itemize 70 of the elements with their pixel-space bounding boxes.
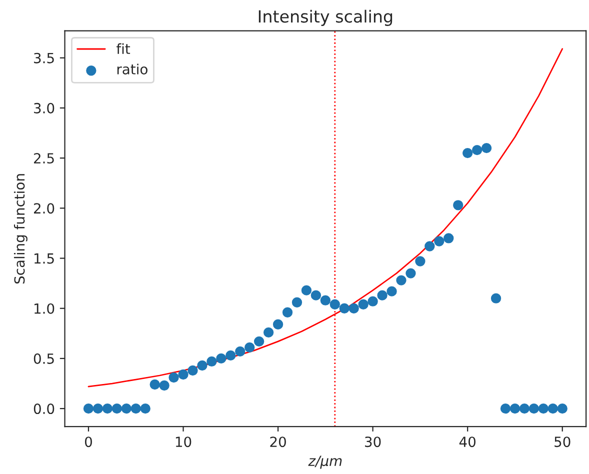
point xyxy=(500,403,511,414)
point xyxy=(292,297,302,308)
point xyxy=(538,403,548,414)
point xyxy=(377,290,388,300)
point xyxy=(159,380,170,391)
point xyxy=(83,403,94,414)
x-tick-label: 20 xyxy=(270,436,286,448)
point xyxy=(358,299,368,310)
y-tick-label: 1.0 xyxy=(34,303,54,314)
point xyxy=(434,236,444,246)
point xyxy=(510,403,520,414)
y-tick-label: 2.0 xyxy=(34,203,54,214)
y-tick-label: 1.5 xyxy=(34,253,54,264)
x-axis-title: z/μm xyxy=(308,456,342,469)
point xyxy=(102,403,113,414)
x-tick-label: 50 xyxy=(554,436,570,448)
point xyxy=(112,403,122,414)
point xyxy=(481,142,492,154)
point xyxy=(92,403,104,414)
y-tick-label: 0.0 xyxy=(34,404,54,414)
point xyxy=(424,241,435,252)
point xyxy=(254,336,264,347)
point xyxy=(528,403,540,414)
y-tick-label: 2.5 xyxy=(34,153,54,164)
point xyxy=(320,295,331,306)
point xyxy=(386,286,397,296)
point xyxy=(301,285,312,296)
legend-label: ratio xyxy=(117,64,148,74)
point xyxy=(519,403,530,414)
point xyxy=(130,403,141,414)
point xyxy=(197,360,208,371)
point xyxy=(557,403,568,414)
point xyxy=(121,403,132,414)
point xyxy=(272,319,284,330)
point xyxy=(330,299,340,310)
point xyxy=(472,144,482,156)
point xyxy=(244,342,255,353)
y-axis-title: Scaling function xyxy=(14,174,28,284)
point xyxy=(415,256,426,266)
point xyxy=(150,379,160,390)
point xyxy=(462,148,473,158)
point xyxy=(490,293,502,304)
point xyxy=(188,365,198,376)
x-tick-label: 10 xyxy=(176,436,192,448)
y-tick-label: 3.5 xyxy=(34,52,54,64)
point xyxy=(444,233,454,244)
y-tick-label: 3.0 xyxy=(34,102,54,114)
point xyxy=(310,290,322,300)
point xyxy=(206,356,217,367)
point xyxy=(178,369,188,380)
point xyxy=(348,303,359,314)
point xyxy=(339,303,350,314)
point xyxy=(396,275,406,286)
point xyxy=(168,372,179,383)
legend-label: fit xyxy=(116,43,130,54)
point xyxy=(263,327,274,338)
point xyxy=(235,346,246,357)
x-tick-label: 40 xyxy=(459,436,476,448)
point xyxy=(140,403,150,414)
point xyxy=(226,350,236,361)
chart-title: Intensity scaling xyxy=(258,10,392,26)
point xyxy=(216,353,226,364)
point xyxy=(453,200,464,210)
point xyxy=(282,307,293,318)
point xyxy=(548,403,558,414)
point xyxy=(368,296,378,306)
x-tick-label: 0 xyxy=(84,436,92,448)
y-tick-label: 0.5 xyxy=(34,353,54,364)
x-tick-label: 30 xyxy=(365,436,381,448)
point xyxy=(406,268,416,278)
